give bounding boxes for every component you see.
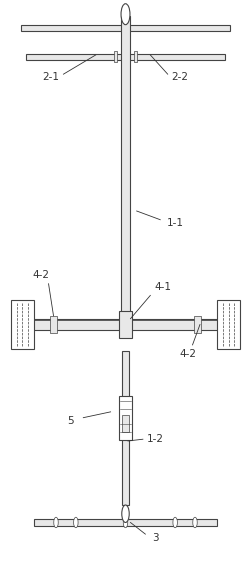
Bar	[11, 300, 34, 349]
Circle shape	[123, 517, 127, 528]
Text: 5: 5	[67, 415, 74, 426]
Text: 2-1: 2-1	[42, 72, 59, 82]
Circle shape	[192, 517, 196, 528]
Circle shape	[73, 517, 78, 528]
Bar	[122, 351, 128, 505]
Bar	[120, 16, 130, 328]
Text: 4-2: 4-2	[32, 270, 50, 280]
Bar	[15, 319, 235, 330]
Bar	[121, 415, 129, 432]
Circle shape	[172, 517, 177, 528]
Circle shape	[54, 517, 58, 528]
Circle shape	[121, 505, 129, 522]
Bar	[50, 316, 56, 333]
Text: 1-2: 1-2	[146, 434, 163, 444]
Text: 4-1: 4-1	[154, 282, 170, 292]
Text: 3: 3	[151, 533, 158, 543]
Bar	[194, 316, 200, 333]
Bar	[34, 519, 216, 526]
Bar	[26, 54, 224, 60]
Bar	[118, 311, 132, 339]
Text: 2-2: 2-2	[171, 72, 188, 82]
Bar	[216, 300, 239, 349]
Circle shape	[120, 4, 130, 25]
Bar	[113, 51, 117, 62]
Text: 4-2: 4-2	[178, 349, 195, 359]
Bar	[119, 396, 131, 439]
Bar	[21, 25, 229, 30]
Text: 1-1: 1-1	[166, 218, 183, 228]
Bar	[133, 51, 137, 62]
